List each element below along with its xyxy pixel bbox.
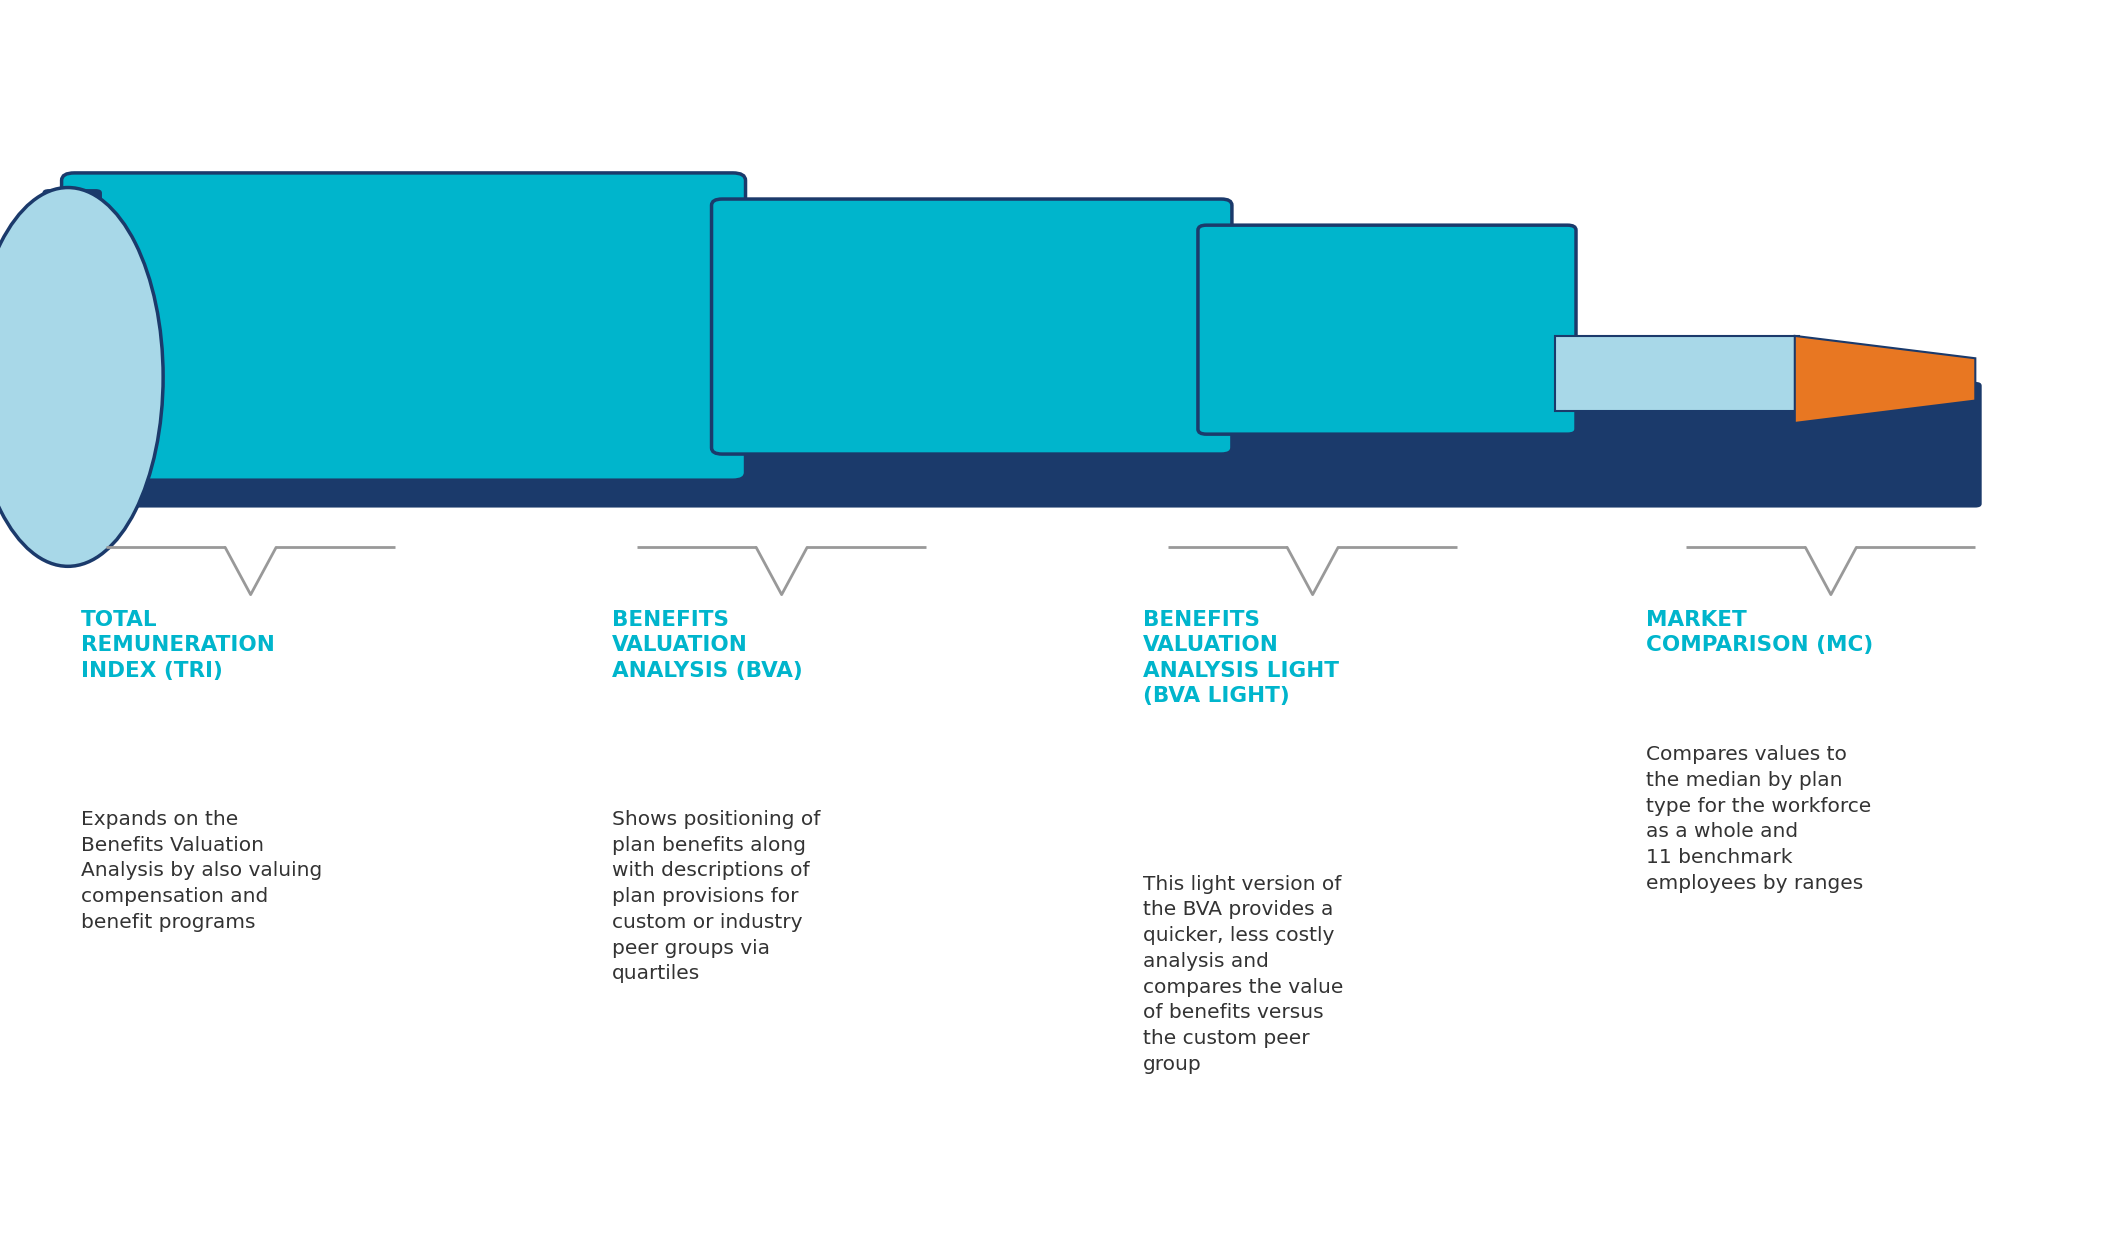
Text: Expands on the
Benefits Valuation
Analysis by also valuing
compensation and
bene: Expands on the Benefits Valuation Analys…: [81, 810, 323, 932]
Text: BENEFITS
VALUATION
ANALYSIS LIGHT
(BVA LIGHT): BENEFITS VALUATION ANALYSIS LIGHT (BVA L…: [1143, 610, 1338, 707]
Text: TOTAL
REMUNERATION
INDEX (TRI): TOTAL REMUNERATION INDEX (TRI): [81, 610, 274, 680]
FancyBboxPatch shape: [62, 173, 746, 480]
FancyBboxPatch shape: [42, 189, 102, 464]
Text: MARKET
COMPARISON (MC): MARKET COMPARISON (MC): [1646, 610, 1873, 656]
FancyBboxPatch shape: [68, 382, 1982, 508]
Polygon shape: [1795, 336, 1975, 423]
Text: Compares values to
the median by plan
type for the workforce
as a whole and
11 b: Compares values to the median by plan ty…: [1646, 745, 1871, 893]
Text: This light version of
the BVA provides a
quicker, less costly
analysis and
compa: This light version of the BVA provides a…: [1143, 875, 1342, 1074]
FancyBboxPatch shape: [1198, 225, 1576, 434]
Text: Shows positioning of
plan benefits along
with descriptions of
plan provisions fo: Shows positioning of plan benefits along…: [612, 810, 820, 983]
Text: BENEFITS
VALUATION
ANALYSIS (BVA): BENEFITS VALUATION ANALYSIS (BVA): [612, 610, 803, 680]
FancyBboxPatch shape: [1555, 336, 1799, 411]
Ellipse shape: [0, 188, 164, 566]
FancyBboxPatch shape: [712, 199, 1232, 454]
